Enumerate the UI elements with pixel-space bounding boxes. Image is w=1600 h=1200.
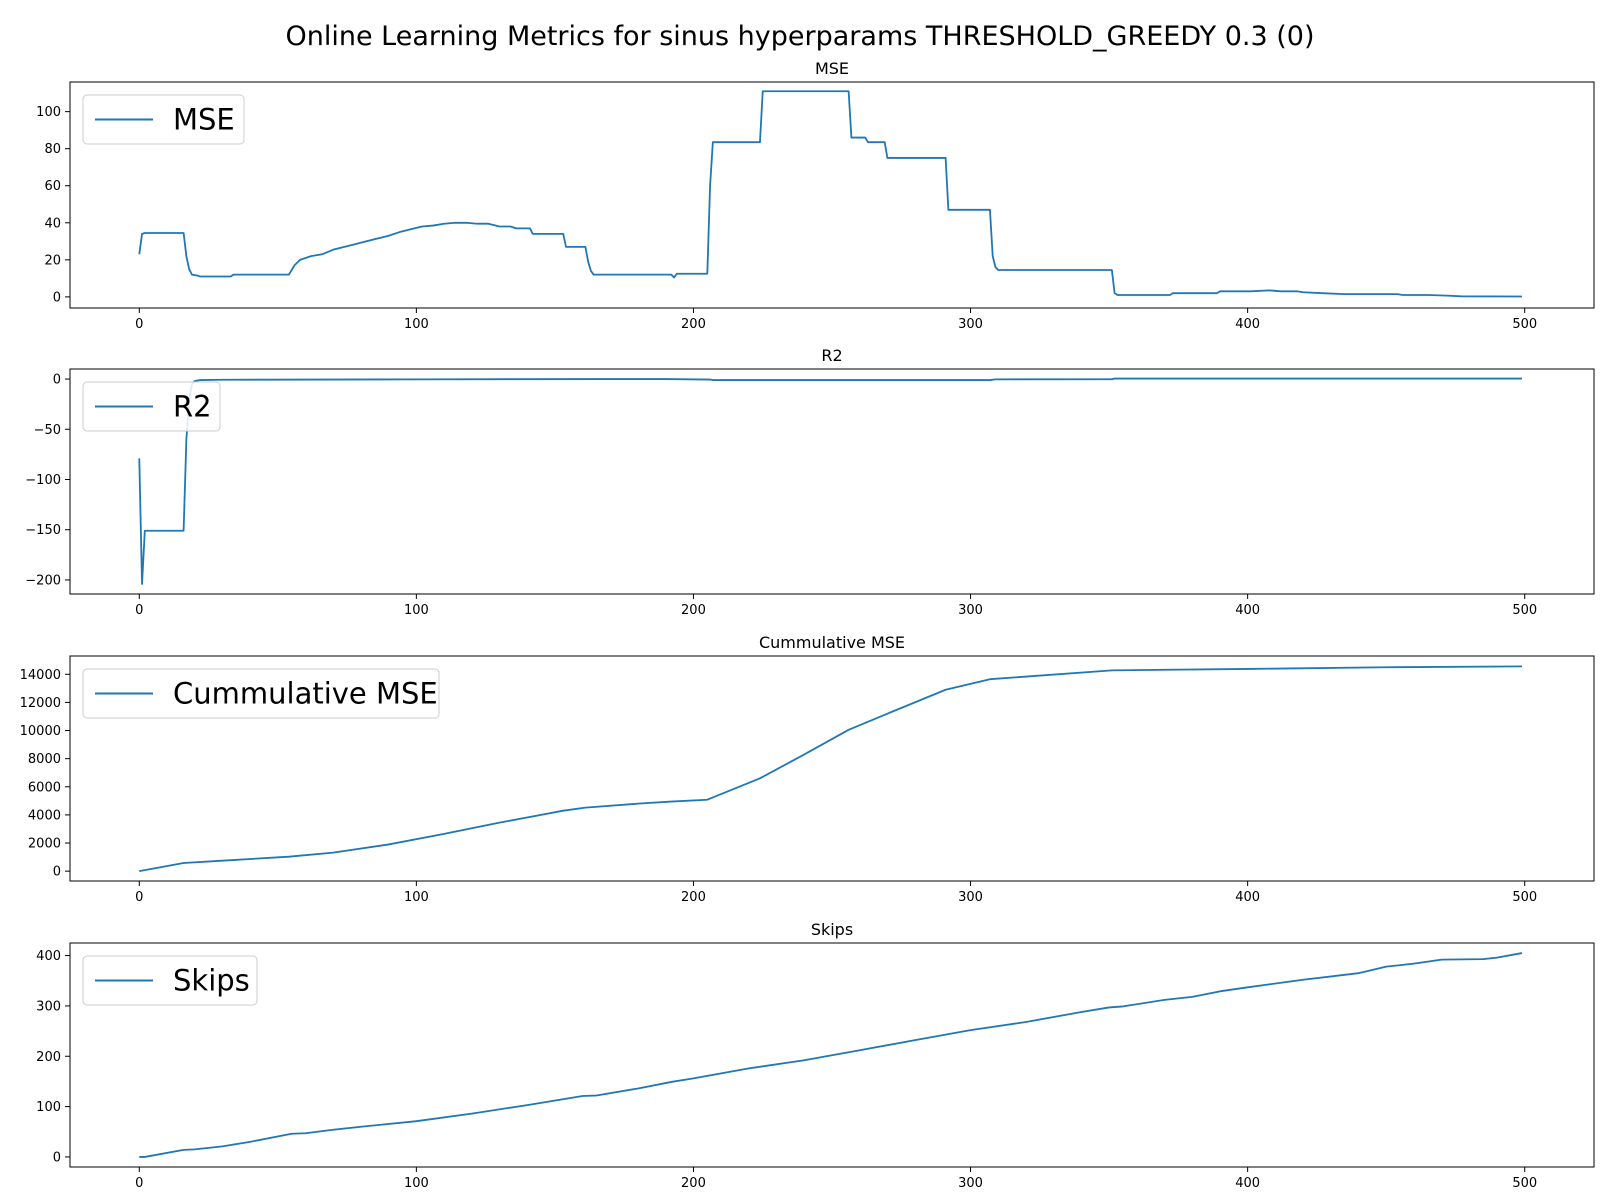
- skips-axes-frame: [69, 942, 1595, 1168]
- skips-x-tick-label: 300: [958, 1176, 983, 1191]
- mse-series-line: [138, 90, 1522, 298]
- r2-y-tick-label: 0: [53, 373, 61, 388]
- skips-series-line: [139, 952, 1523, 1158]
- r2-x-tick-label: 200: [681, 603, 706, 618]
- cummulative-mse-x-tick-label: 200: [681, 890, 706, 905]
- cummulative-mse-x-tick-label: 100: [404, 890, 429, 905]
- r2-legend: R2: [82, 381, 221, 432]
- skips-y-tick-label: 100: [36, 1100, 61, 1115]
- r2-axes-frame: [69, 368, 1595, 595]
- r2-x-tick-label: 400: [1235, 603, 1260, 618]
- r2-y-tick-label: −100: [25, 473, 61, 488]
- r2-y-tick-label: −200: [25, 573, 61, 588]
- r2-legend-label: R2: [173, 390, 212, 424]
- mse-x-tick-label: 500: [1512, 317, 1537, 332]
- r2-y-tick-label: −50: [34, 423, 61, 438]
- cummulative-mse-y-tick-label: 12000: [20, 696, 61, 711]
- cummulative-mse-y-tick-label: 10000: [20, 724, 61, 739]
- mse-y-tick-label: 0: [53, 290, 61, 305]
- cummulative-mse-title: Cummulative MSE: [759, 633, 905, 652]
- cummulative-mse-axes-frame: [69, 655, 1595, 882]
- skips-legend-label: Skips: [173, 964, 250, 998]
- skips-y-tick-label: 0: [53, 1150, 61, 1165]
- mse-x-tick-label: 200: [681, 317, 706, 332]
- skips-y-tick-label: 400: [36, 949, 61, 964]
- cummulative-mse-x-tick-label: 0: [135, 890, 143, 905]
- cummulative-mse-y-tick-label: 2000: [28, 837, 61, 852]
- r2-series-line: [138, 377, 1522, 585]
- skips-subplot: Skips 0 100 200 300 400 500 0 100 200 300 400 Skips: [36, 920, 1595, 1191]
- cummulative-mse-subplot: Cummulative MSE 0 100 200 300 400 500 0 2000 4000…: [20, 633, 1595, 905]
- mse-y-tick-label: 100: [36, 105, 61, 120]
- r2-x-tick-label: 0: [135, 603, 143, 618]
- mse-title: MSE: [815, 59, 849, 78]
- figure-title: Online Learning Metrics for sinus hyperp…: [285, 21, 1314, 52]
- cummulative-mse-legend: Cummulative MSE: [82, 668, 440, 719]
- skips-x-tick-label: 200: [681, 1176, 706, 1191]
- cummulative-mse-y-tick-label: 6000: [28, 780, 61, 795]
- mse-axes-frame: [69, 81, 1595, 309]
- cummulative-mse-y-tick-label: 14000: [20, 668, 61, 683]
- r2-title: R2: [821, 346, 842, 365]
- cummulative-mse-legend-box: [82, 668, 440, 719]
- r2-x-tick-label: 100: [404, 603, 429, 618]
- skips-x-tick-label: 500: [1512, 1176, 1537, 1191]
- skips-x-tick-label: 100: [404, 1176, 429, 1191]
- cummulative-mse-y-tick-label: 4000: [28, 808, 61, 823]
- mse-x-tick-label: 0: [135, 317, 143, 332]
- skips-legend: Skips: [82, 955, 258, 1006]
- cummulative-mse-series-line: [139, 665, 1522, 873]
- subplots: MSE 0 100 200 300 400 500 0 20 40 60 80 100 MSE R2 0 100…: [20, 59, 1595, 1191]
- skips-x-tick-label: 0: [135, 1176, 143, 1191]
- mse-subplot: MSE 0 100 200 300 400 500 0 20 40 60 80 100 MSE: [36, 59, 1595, 332]
- r2-x-tick-label: 500: [1512, 603, 1537, 618]
- mse-legend-box: [82, 94, 245, 145]
- cummulative-mse-x-tick-label: 300: [958, 890, 983, 905]
- mse-legend: MSE: [82, 94, 245, 145]
- skips-x-tick-label: 400: [1235, 1176, 1260, 1191]
- skips-title: Skips: [811, 920, 853, 939]
- mse-x-tick-label: 100: [404, 317, 429, 332]
- cummulative-mse-y-tick-label: 0: [53, 865, 61, 880]
- skips-legend-box: [82, 955, 258, 1006]
- skips-y-tick-label: 300: [36, 999, 61, 1014]
- cummulative-mse-x-tick-label: 400: [1235, 890, 1260, 905]
- mse-y-tick-label: 60: [44, 179, 61, 194]
- r2-subplot: R2 0 100 200 300 400 500 −200 −150 −100 −50 0 R2: [25, 346, 1595, 618]
- r2-x-tick-label: 300: [958, 603, 983, 618]
- cummulative-mse-y-tick-label: 8000: [28, 752, 61, 767]
- mse-legend-label: MSE: [173, 103, 235, 137]
- skips-y-tick-label: 200: [36, 1050, 61, 1065]
- mse-y-tick-label: 20: [44, 253, 61, 268]
- mse-y-tick-label: 40: [44, 216, 61, 231]
- mse-x-tick-label: 300: [958, 317, 983, 332]
- cummulative-mse-legend-label: Cummulative MSE: [173, 677, 438, 711]
- r2-y-tick-label: −150: [25, 523, 61, 538]
- mse-x-tick-label: 400: [1235, 317, 1260, 332]
- cummulative-mse-x-tick-label: 500: [1512, 890, 1537, 905]
- mse-y-tick-label: 80: [44, 142, 61, 157]
